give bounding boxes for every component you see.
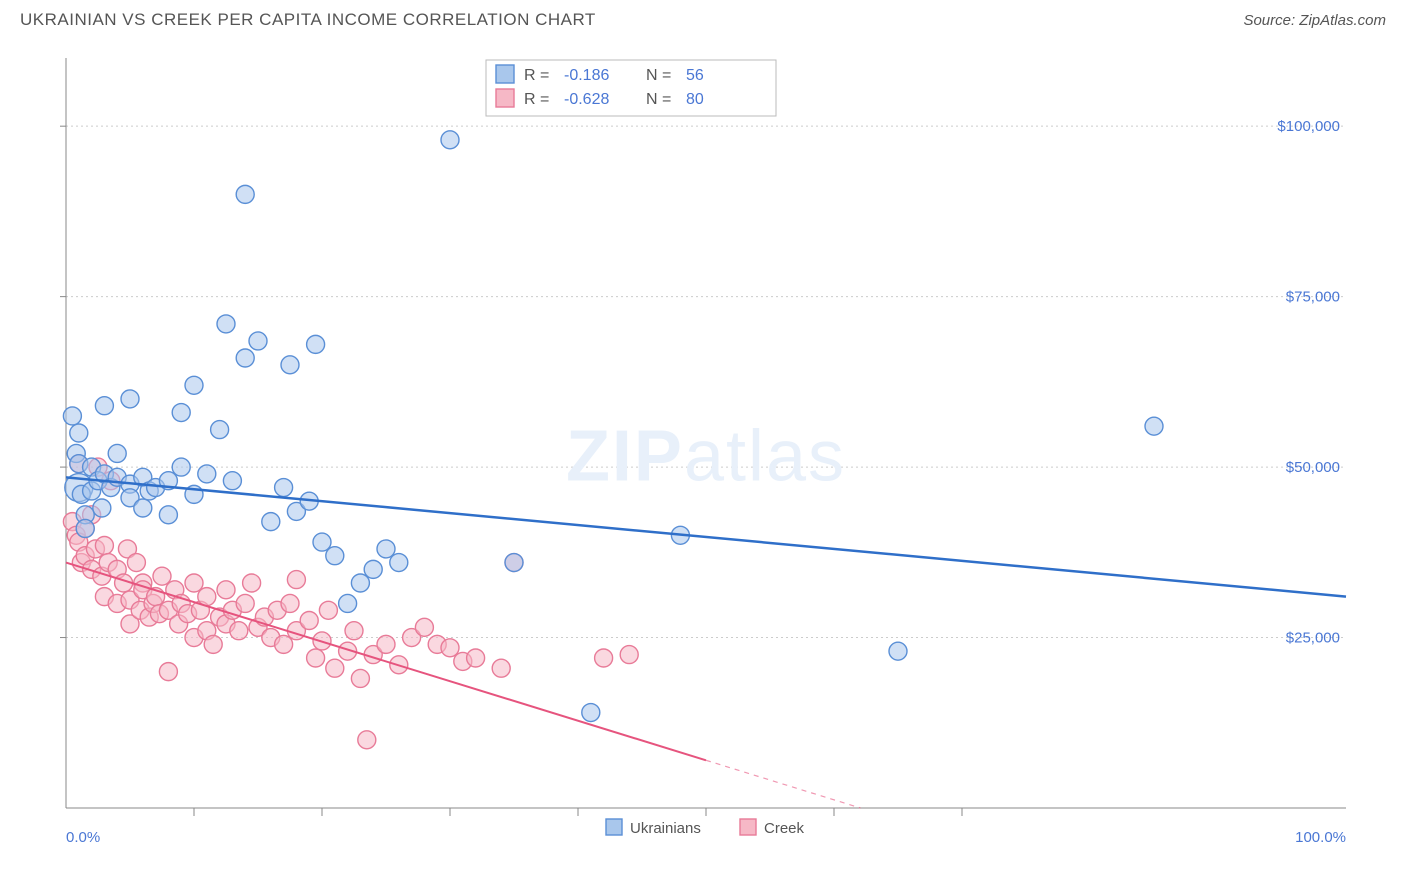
data-point — [364, 560, 382, 578]
data-point — [198, 588, 216, 606]
data-point — [326, 659, 344, 677]
data-point — [95, 537, 113, 555]
data-point — [127, 554, 145, 572]
data-point — [185, 376, 203, 394]
data-point — [326, 547, 344, 565]
data-point — [415, 618, 433, 636]
stats-r-value: -0.186 — [564, 67, 609, 84]
data-point — [211, 421, 229, 439]
chart-title: UKRAINIAN VS CREEK PER CAPITA INCOME COR… — [20, 10, 596, 30]
data-point — [300, 612, 318, 630]
data-point — [243, 574, 261, 592]
data-point — [249, 332, 267, 350]
data-point — [287, 571, 305, 589]
stats-swatch — [496, 89, 514, 107]
data-point — [217, 581, 235, 599]
data-point — [505, 554, 523, 572]
watermark: ZIPatlas — [566, 417, 846, 497]
chart-source: Source: ZipAtlas.com — [1243, 12, 1386, 29]
data-point — [313, 533, 331, 551]
data-point — [307, 649, 325, 667]
data-point — [582, 704, 600, 722]
data-point — [307, 335, 325, 353]
data-point — [467, 649, 485, 667]
data-point — [595, 649, 613, 667]
data-point — [204, 635, 222, 653]
data-point — [236, 594, 254, 612]
legend-swatch — [740, 819, 756, 835]
stats-r-label: R = — [524, 91, 549, 108]
data-point — [441, 131, 459, 149]
data-point — [172, 404, 190, 422]
data-point — [441, 639, 459, 657]
data-point — [159, 506, 177, 524]
scatter-chart: $25,000 $50,000 $75,000 $100,000 ZIPatlas 0.0… — [46, 48, 1386, 888]
data-point — [339, 594, 357, 612]
data-point — [275, 479, 293, 497]
chart-header: UKRAINIAN VS CREEK PER CAPITA INCOME COR… — [0, 0, 1406, 38]
data-point — [275, 635, 293, 653]
y-tick-label: $75,000 — [1286, 289, 1340, 306]
y-tick-label: $50,000 — [1286, 459, 1340, 476]
stats-r-label: R = — [524, 67, 549, 84]
y-tick-label: $100,000 — [1277, 118, 1340, 135]
data-point — [185, 574, 203, 592]
legend-swatch — [606, 819, 622, 835]
data-point — [377, 635, 395, 653]
data-point — [108, 444, 126, 462]
stats-n-label: N = — [646, 67, 671, 84]
data-point — [390, 554, 408, 572]
data-point — [70, 424, 88, 442]
data-point — [236, 185, 254, 203]
data-point — [153, 567, 171, 585]
data-point — [223, 472, 241, 490]
legend-label: Ukrainians — [630, 820, 701, 837]
data-point — [1145, 417, 1163, 435]
stats-swatch — [496, 65, 514, 83]
chart-container: $25,000$50,000$75,000$100,000ZIPatlas0.0… — [46, 48, 1386, 838]
legend-label: Creek — [764, 820, 805, 837]
stats-n-label: N = — [646, 91, 671, 108]
data-point — [620, 646, 638, 664]
data-point — [281, 594, 299, 612]
data-point — [236, 349, 254, 367]
data-point — [121, 390, 139, 408]
data-point — [134, 499, 152, 517]
data-point — [95, 397, 113, 415]
data-point — [93, 499, 111, 517]
data-point — [345, 622, 363, 640]
data-point — [889, 642, 907, 660]
x-end-label: 100.0% — [1295, 829, 1346, 846]
x-start-label: 0.0% — [66, 829, 100, 846]
data-point — [76, 519, 94, 537]
data-point — [230, 622, 248, 640]
data-point — [281, 356, 299, 374]
stats-n-value: 56 — [686, 67, 704, 84]
data-point — [217, 315, 235, 333]
data-point — [319, 601, 337, 619]
data-point — [172, 458, 190, 476]
data-point — [377, 540, 395, 558]
data-point — [198, 465, 216, 483]
data-point — [159, 663, 177, 681]
data-point — [262, 513, 280, 531]
data-point — [351, 669, 369, 687]
data-point — [492, 659, 510, 677]
data-point — [63, 407, 81, 425]
stats-n-value: 80 — [686, 91, 704, 108]
trend-line-dashed — [706, 760, 860, 808]
stats-r-value: -0.628 — [564, 91, 609, 108]
data-point — [351, 574, 369, 592]
data-point — [358, 731, 376, 749]
y-tick-label: $25,000 — [1286, 630, 1340, 647]
